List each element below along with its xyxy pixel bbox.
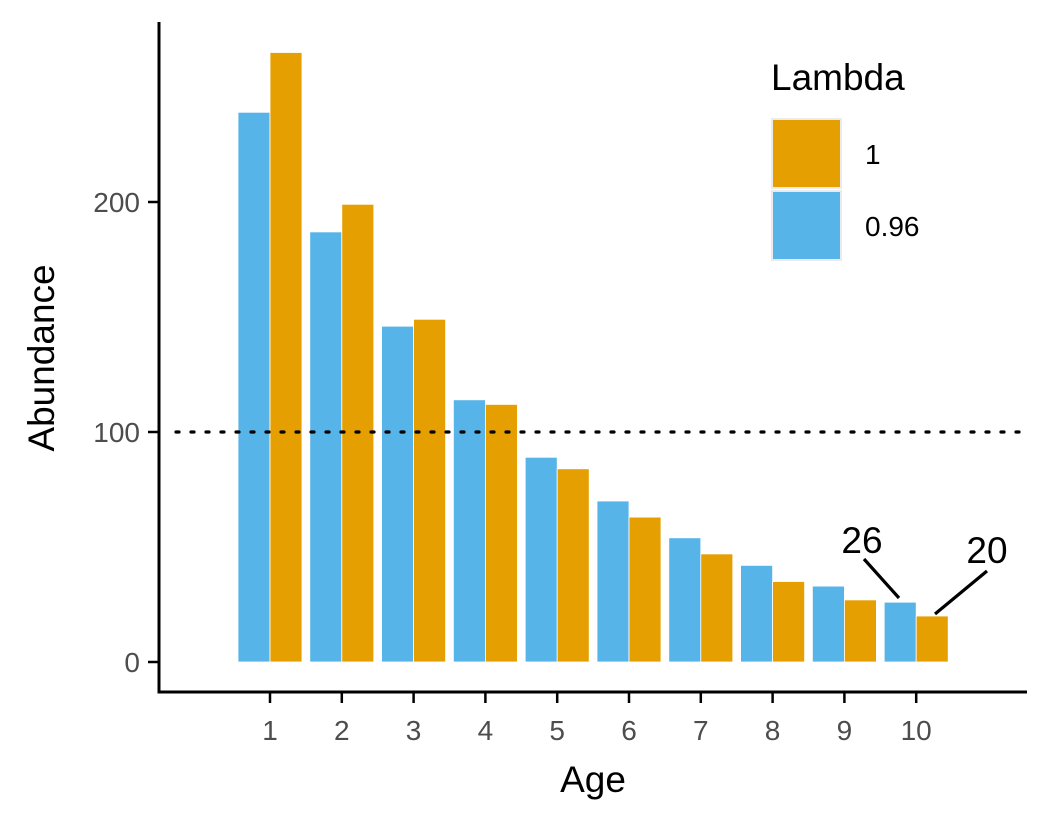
x-tick-label-2: 2 [334, 715, 350, 746]
bar-age-5-lambda-1 [556, 468, 590, 663]
bar-age-3-lambda-1 [413, 318, 447, 663]
x-tick-label-1: 1 [262, 715, 278, 746]
x-tick-label-6: 6 [621, 715, 637, 746]
legend: Lambda 1 0.96 [771, 57, 920, 261]
annotation-label-20: 20 [966, 530, 1007, 571]
bar-age-4-lambda-0.96 [452, 399, 486, 663]
x-axis-title: Age [560, 759, 626, 800]
legend-title: Lambda [771, 57, 905, 98]
bar-age-1-lambda-1 [269, 52, 303, 663]
bar-age-1-lambda-0.96 [237, 111, 271, 663]
bar-age-10-lambda-1 [915, 615, 949, 663]
annotations-layer: 26 20 [841, 520, 1008, 616]
x-axis-ticks: 1 2 3 4 5 6 7 8 9 10 [262, 692, 932, 746]
x-tick-label-8: 8 [765, 715, 781, 746]
x-tick-label-10: 10 [901, 715, 932, 746]
x-tick-label-5: 5 [549, 715, 565, 746]
bar-age-8-lambda-1 [772, 581, 805, 663]
legend-label-1: 1 [865, 139, 881, 170]
bars-layer [237, 52, 949, 663]
annotation-leader-26 [862, 557, 901, 600]
x-tick-label-9: 9 [837, 715, 853, 746]
x-tick-label-4: 4 [478, 715, 494, 746]
annotation-label-26: 26 [841, 520, 882, 561]
bar-age-7-lambda-0.96 [668, 537, 702, 663]
bar-age-10-lambda-0.96 [883, 601, 917, 663]
bar-age-7-lambda-1 [700, 553, 734, 663]
bar-age-6-lambda-0.96 [596, 500, 630, 663]
y-axis-title: Abundance [21, 264, 62, 451]
annotation-leader-20 [933, 569, 989, 616]
y-tick-label-0: 0 [124, 647, 140, 678]
bar-age-9-lambda-1 [844, 599, 877, 663]
x-tick-label-3: 3 [406, 715, 422, 746]
legend-swatch-0.96 [771, 190, 842, 261]
bar-age-9-lambda-0.96 [812, 585, 845, 663]
bar-age-8-lambda-0.96 [740, 565, 773, 663]
bar-age-4-lambda-1 [484, 403, 518, 663]
legend-swatch-1 [771, 118, 842, 189]
bar-age-3-lambda-0.96 [381, 325, 415, 663]
bar-age-2-lambda-0.96 [309, 231, 343, 663]
x-tick-label-7: 7 [693, 715, 709, 746]
bar-age-6-lambda-1 [628, 516, 662, 663]
y-tick-label-200: 200 [93, 187, 140, 218]
bar-age-5-lambda-0.96 [524, 456, 558, 663]
y-axis-ticks: 0 100 200 [93, 187, 159, 678]
legend-label-0.96: 0.96 [865, 211, 920, 242]
y-tick-label-100: 100 [93, 417, 140, 448]
